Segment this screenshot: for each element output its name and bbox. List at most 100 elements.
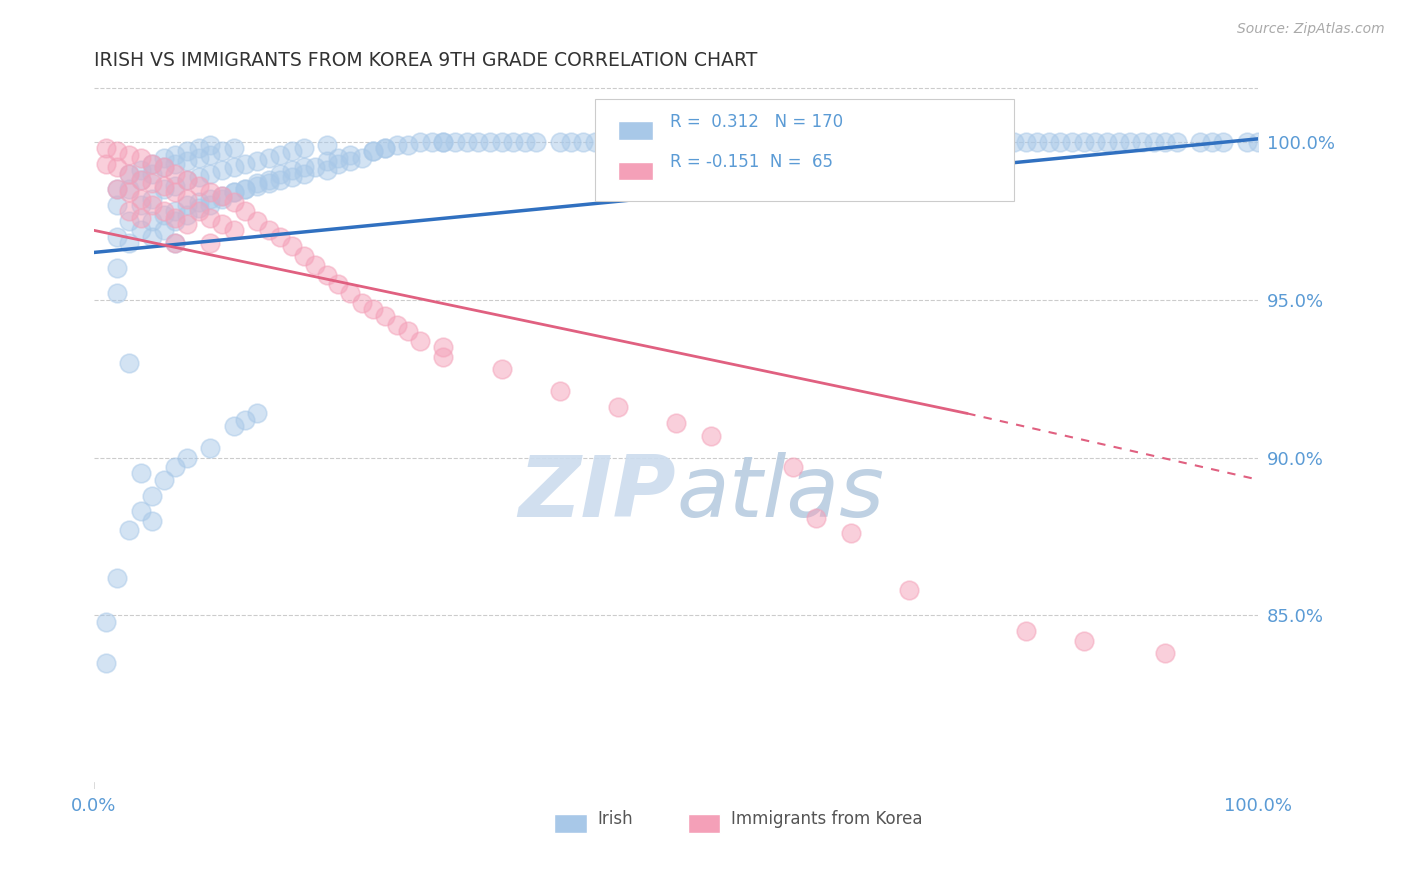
Point [292,167,315,181]
Point [222,160,245,174]
Point [176,198,198,212]
Point [129,173,152,187]
Point [572,135,595,149]
Point [281,239,304,253]
Point [94,141,117,155]
Point [200,186,222,200]
Point [1119,135,1142,149]
Point [141,167,163,181]
Text: ZIP: ZIP [519,452,676,535]
Point [339,286,361,301]
Point [233,182,256,196]
Point [105,229,128,244]
Point [105,286,128,301]
Point [1084,135,1107,149]
Point [200,167,222,181]
Point [676,135,699,149]
Point [1189,135,1212,149]
Point [1108,135,1130,149]
Point [246,214,269,228]
Point [281,169,304,184]
Point [200,211,222,225]
Point [269,173,291,187]
Point [152,473,174,487]
Point [165,157,187,171]
Point [129,173,152,187]
Point [105,261,128,276]
Point [200,192,222,206]
Point [339,153,361,168]
Point [478,135,501,149]
Point [385,318,408,332]
Point [456,135,478,149]
Point [187,141,209,155]
Point [165,147,187,161]
Point [665,416,688,430]
Point [328,277,350,291]
Point [432,135,454,149]
Point [257,151,280,165]
Point [94,615,117,629]
Point [165,186,187,200]
Point [782,135,804,149]
Point [281,163,304,178]
Point [176,192,198,206]
Point [141,198,163,212]
Point [1130,135,1153,149]
Point [129,504,152,518]
Point [607,400,630,414]
Point [1095,135,1118,149]
Point [176,208,198,222]
Point [711,135,734,149]
Point [828,135,851,149]
Point [432,340,454,354]
Point [233,182,256,196]
Text: atlas: atlas [676,452,884,535]
Point [281,145,304,159]
Point [165,460,187,475]
Point [898,135,921,149]
Point [804,135,827,149]
Point [200,441,222,455]
Point [595,135,617,149]
Point [211,192,233,206]
Point [118,204,141,219]
Point [339,147,361,161]
Point [548,384,571,399]
Point [211,217,233,231]
Point [444,135,467,149]
Text: Source: ZipAtlas.com: Source: ZipAtlas.com [1237,22,1385,37]
Point [420,135,443,149]
Point [129,151,152,165]
Point [548,135,571,149]
Point [152,208,174,222]
Point [1014,624,1036,639]
Point [491,135,513,149]
Point [152,151,174,165]
Point [1142,135,1164,149]
Point [583,135,606,149]
Point [374,141,396,155]
Point [956,135,979,149]
Point [945,135,967,149]
Point [118,167,141,181]
FancyBboxPatch shape [619,121,652,140]
Point [1002,135,1025,149]
Point [211,188,233,202]
Point [187,151,209,165]
Point [1201,135,1223,149]
Point [222,419,245,434]
Point [921,135,943,149]
Point [141,489,163,503]
Point [374,309,396,323]
Point [1049,135,1071,149]
Point [350,151,373,165]
Point [432,135,454,149]
Point [793,135,815,149]
Point [165,235,187,250]
Point [246,176,269,190]
Point [118,235,141,250]
Point [304,258,326,272]
Point [467,135,489,149]
Point [898,583,921,598]
